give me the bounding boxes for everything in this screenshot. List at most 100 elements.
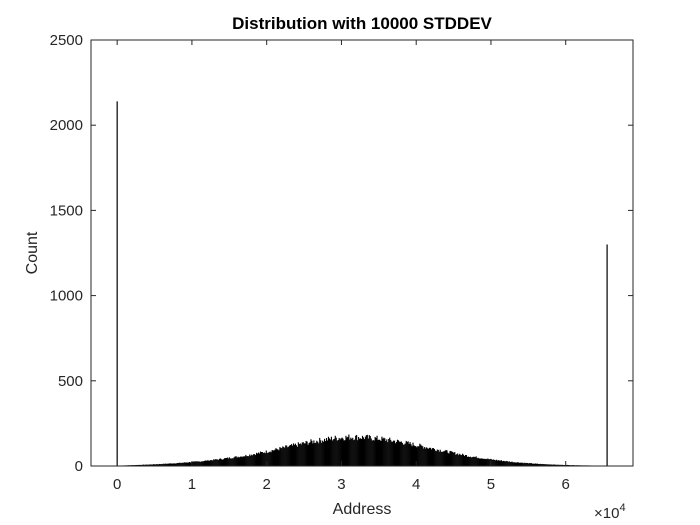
histogram-bar-398 (507, 461, 509, 466)
histogram-bar-112 (229, 458, 231, 466)
x-axis-exponent: ×104 (594, 502, 626, 522)
histogram-bar-309 (421, 445, 423, 466)
histogram-bar-372 (482, 458, 484, 466)
histogram-bar-145 (261, 452, 263, 466)
histogram-bar-447 (555, 464, 557, 466)
histogram-bar-316 (428, 448, 430, 466)
histogram-bar-375 (485, 458, 487, 466)
histogram-bar-386 (496, 459, 498, 466)
histogram-bar-403 (512, 462, 514, 466)
histogram-bar-348 (459, 453, 461, 466)
histogram-bar-118 (235, 456, 237, 466)
histogram-bar-164 (280, 447, 282, 466)
histogram-bar-138 (255, 455, 257, 466)
histogram-bar-214 (328, 438, 330, 466)
histogram-bar-173 (289, 445, 291, 466)
histogram-bar-356 (466, 456, 469, 466)
histogram-bar-235 (349, 439, 351, 466)
histogram-bar-195 (310, 439, 312, 466)
x-tick-label-6: 6 (562, 476, 570, 493)
histogram-bar-21 (141, 464, 143, 466)
histogram-bar-278 (391, 441, 393, 466)
histogram-bar-196 (311, 440, 313, 466)
histogram-bar-79 (197, 461, 199, 466)
histogram-bar-46 (165, 463, 167, 466)
histogram-bar-307 (419, 443, 421, 466)
histogram-bar-181 (296, 446, 298, 466)
histogram-bar-438 (546, 464, 548, 466)
histogram-bar-221 (335, 437, 337, 466)
histogram-bar-302 (414, 446, 416, 466)
histogram-bar-136 (253, 454, 255, 466)
histogram-bar-367 (477, 457, 479, 466)
histogram-bar-50 (169, 463, 171, 466)
histogram-bar-40 (159, 464, 161, 466)
histogram-bar-426 (534, 463, 537, 466)
histogram-bar-254 (367, 438, 369, 466)
histogram-bar-197 (312, 443, 314, 466)
histogram-bar-452 (560, 464, 562, 466)
histogram-bar-120 (237, 456, 239, 466)
histogram-bar-232 (346, 437, 348, 466)
histogram-bar-355 (465, 455, 468, 466)
x-axis-label: Address (333, 501, 392, 518)
histogram-bar-406 (515, 462, 517, 466)
histogram-bar-67 (186, 462, 188, 466)
histogram-bar-89 (207, 459, 209, 466)
histogram-bar-360 (470, 457, 472, 466)
histogram-bar-253 (366, 434, 368, 466)
histogram-bar-216 (330, 436, 332, 466)
histogram-bar-126 (243, 456, 245, 466)
histogram-bar-127 (244, 456, 246, 466)
histogram-bar-418 (527, 462, 529, 466)
histogram-bar-250 (363, 439, 365, 466)
histogram-bar-225 (339, 439, 341, 466)
histogram-bar-388 (497, 460, 500, 466)
histogram-bar-54 (173, 463, 175, 466)
histogram-bar-190 (305, 440, 307, 466)
histogram-bar-174 (290, 444, 292, 466)
histogram-bar-325 (436, 449, 438, 466)
histogram-bar-324 (435, 451, 437, 466)
histogram-bar-441 (549, 464, 551, 466)
histogram-bar-26 (146, 464, 148, 466)
histogram-bar-199 (314, 443, 316, 466)
histogram-bar-290 (402, 444, 404, 466)
histogram-bar-231 (345, 435, 347, 466)
histogram-bar-34 (153, 464, 156, 466)
histogram-bar-38 (157, 464, 159, 466)
histogram-bar-210 (324, 441, 327, 466)
histogram-bar-69 (187, 462, 190, 466)
histogram-bar-49 (168, 463, 170, 466)
histogram-bar-92 (210, 460, 212, 466)
histogram-bar-392 (501, 461, 503, 466)
histogram-bar-269 (382, 438, 384, 466)
histogram-bar-321 (432, 448, 434, 466)
histogram-bar-104 (221, 459, 224, 466)
histogram-bar-114 (231, 458, 233, 466)
histogram-bar-130 (247, 456, 249, 466)
histogram-bar-95 (213, 459, 215, 466)
histogram-bar-234 (348, 434, 350, 466)
histogram-bar-297 (409, 442, 411, 466)
histogram-bar-91 (209, 460, 211, 466)
histogram-bar-379 (489, 459, 491, 466)
histogram-bar-78 (196, 461, 198, 466)
histogram-bar-287 (399, 441, 401, 466)
histogram-bar-243 (357, 440, 359, 466)
histogram-bar-238 (352, 437, 354, 466)
histogram-bar-333 (444, 450, 446, 466)
histogram-bar-453 (561, 464, 563, 466)
histogram-bar-116 (233, 457, 235, 466)
histogram-bar-339 (450, 450, 452, 466)
histogram-bar-349 (460, 454, 462, 466)
histogram-bar-98 (216, 459, 218, 466)
histogram-bar-350 (461, 455, 463, 466)
histogram-bar-244 (358, 437, 360, 466)
histogram-bar-177 (292, 443, 295, 466)
histogram-bar-311 (423, 448, 425, 466)
histogram-bar-390 (499, 460, 502, 466)
histogram-bar-340 (451, 451, 453, 466)
histogram-bar-408 (517, 462, 519, 466)
histogram-bar-110 (227, 458, 229, 466)
